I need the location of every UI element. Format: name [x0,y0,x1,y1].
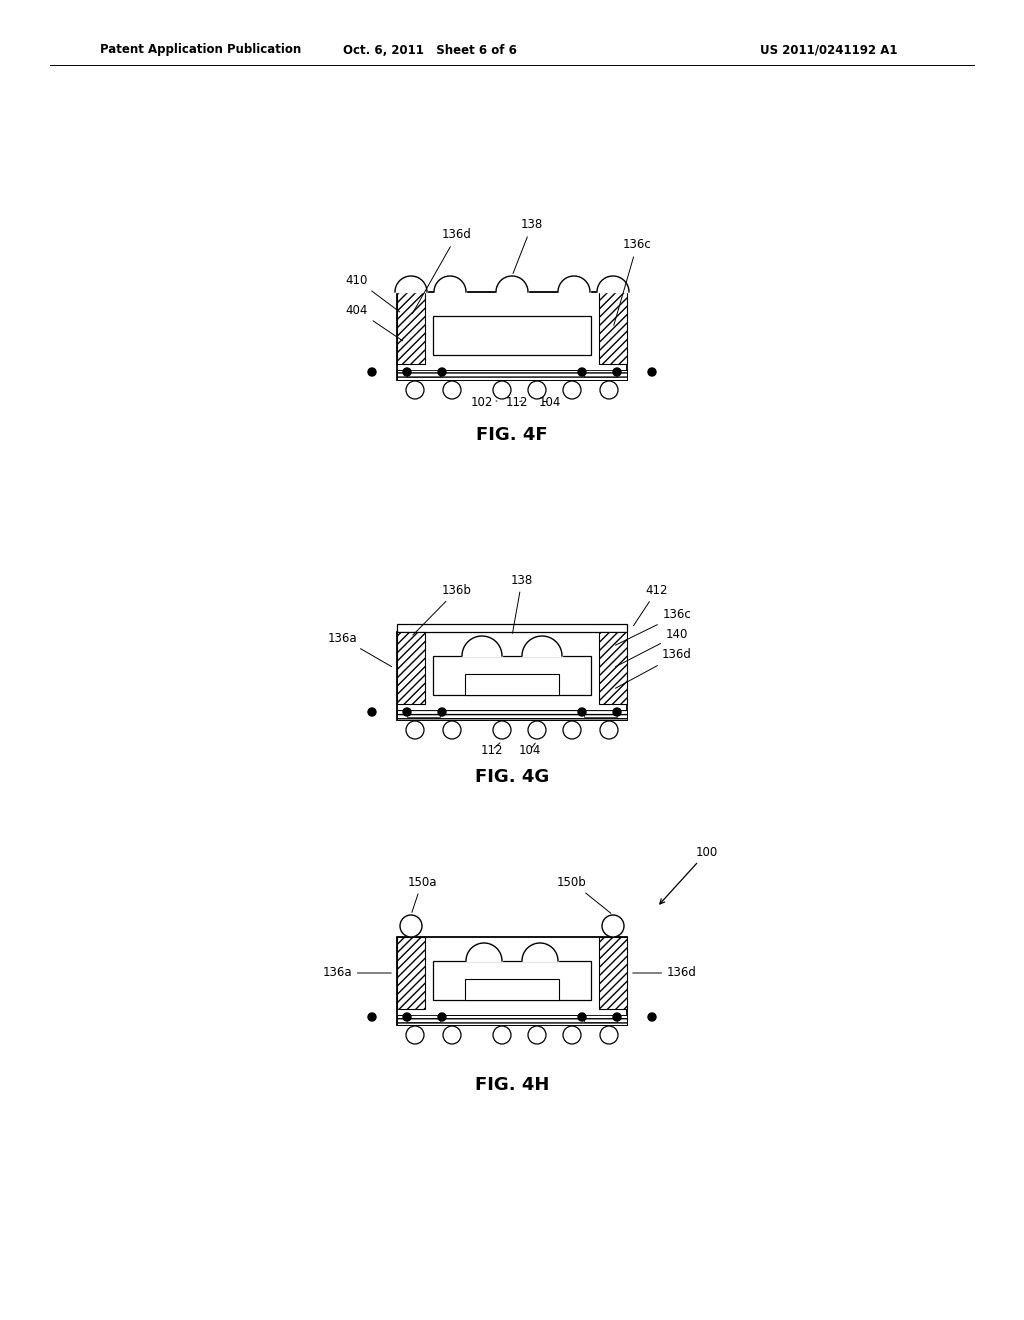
Bar [397,632,627,719]
Circle shape [443,1026,461,1044]
Circle shape [602,915,624,937]
Bar [584,1015,617,1022]
Bar [433,315,591,355]
Bar [407,710,440,717]
Bar [584,710,617,717]
Bar [397,937,425,1008]
Bar [599,632,627,704]
Text: 138: 138 [513,219,543,273]
Text: 104: 104 [519,743,542,756]
Text: 136a: 136a [328,631,391,667]
Bar [599,937,627,1008]
Text: 138: 138 [511,573,534,634]
Circle shape [400,915,422,937]
Circle shape [493,1026,511,1044]
Circle shape [443,721,461,739]
Circle shape [406,1026,424,1044]
Bar [608,294,618,300]
Circle shape [563,381,581,399]
Text: 112: 112 [480,743,503,756]
Text: US 2011/0241192 A1: US 2011/0241192 A1 [760,44,897,57]
Text: 150a: 150a [408,875,437,912]
Text: FIG. 4H: FIG. 4H [475,1076,549,1094]
Text: Oct. 6, 2011   Sheet 6 of 6: Oct. 6, 2011 Sheet 6 of 6 [343,44,517,57]
Circle shape [528,381,546,399]
Circle shape [563,721,581,739]
Bar [465,675,559,696]
Text: Patent Application Publication: Patent Application Publication [100,44,301,57]
Circle shape [563,1026,581,1044]
Text: 136d: 136d [615,648,692,688]
Circle shape [613,368,621,376]
Bar [397,937,627,1026]
Circle shape [648,1012,656,1020]
Text: 150b: 150b [557,875,611,913]
Circle shape [600,381,618,399]
Circle shape [403,368,411,376]
Circle shape [438,368,446,376]
Circle shape [406,721,424,739]
Circle shape [438,708,446,715]
Circle shape [493,721,511,739]
Text: 404: 404 [346,304,402,341]
Circle shape [600,721,618,739]
Bar [599,292,627,364]
Text: 104: 104 [539,396,561,408]
Text: 136d: 136d [633,966,697,979]
Circle shape [578,708,586,715]
Circle shape [443,381,461,399]
Text: 136d: 136d [413,228,472,314]
Bar [433,656,591,696]
Bar [397,1015,627,1026]
Circle shape [368,708,376,715]
Bar [608,939,618,944]
Circle shape [578,1012,586,1020]
Circle shape [403,708,411,715]
Circle shape [613,1012,621,1020]
Bar [397,632,425,704]
Text: 102: 102 [471,396,497,408]
Text: 412: 412 [634,583,669,626]
Bar [407,1015,440,1022]
Circle shape [438,1012,446,1020]
Text: FIG. 4G: FIG. 4G [475,768,549,785]
Text: 410: 410 [346,273,399,312]
Text: 136c: 136c [615,609,691,645]
Circle shape [528,721,546,739]
Bar [433,961,591,1001]
Circle shape [613,708,621,715]
Circle shape [406,381,424,399]
Text: FIG. 4F: FIG. 4F [476,426,548,444]
Circle shape [368,368,376,376]
Bar [406,939,417,944]
Bar [406,294,417,300]
Bar [397,292,627,380]
Bar [406,634,417,639]
Bar [608,634,618,639]
Text: 100: 100 [659,846,718,904]
Text: 140: 140 [615,628,688,667]
Circle shape [600,1026,618,1044]
Bar [397,292,425,364]
Bar [407,370,440,378]
Text: 136c: 136c [613,239,651,325]
Bar [584,370,617,378]
Bar [397,710,627,719]
Circle shape [528,1026,546,1044]
Bar [465,979,559,1001]
Circle shape [493,381,511,399]
Circle shape [368,1012,376,1020]
Bar [397,370,627,380]
Circle shape [403,1012,411,1020]
Text: 112: 112 [506,396,528,408]
Text: 136b: 136b [413,583,472,635]
Text: 136a: 136a [323,966,391,979]
Circle shape [648,368,656,376]
Bar [397,624,627,632]
Circle shape [578,368,586,376]
